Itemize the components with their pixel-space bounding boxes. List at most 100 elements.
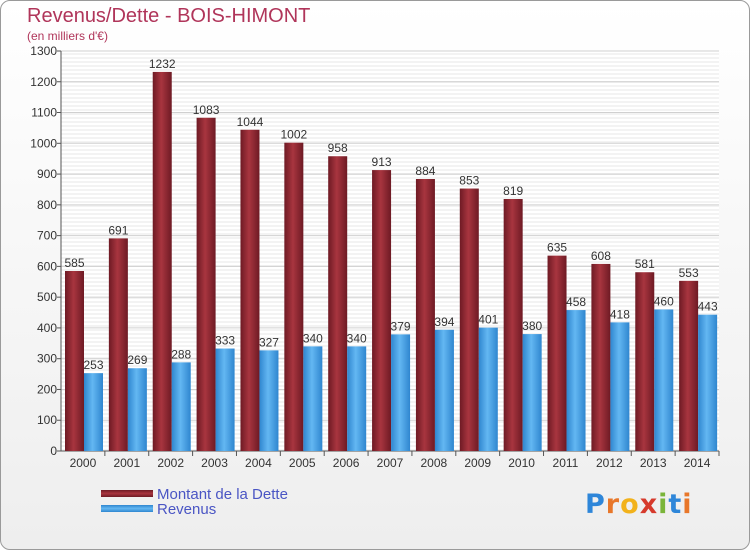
x-tick-label: 2014: [684, 456, 711, 470]
revenus-bar: [84, 373, 103, 451]
debt-bar-label: 884: [415, 164, 435, 178]
debt-bar-label: 581: [635, 257, 655, 271]
revenus-bar-label: 269: [127, 353, 147, 367]
x-tick-label: 2001: [113, 456, 140, 470]
y-tick-label: 100: [37, 413, 57, 427]
revenus-bar-label: 288: [171, 347, 191, 361]
debt-bar-label: 1232: [149, 57, 176, 71]
revenus-bar-label: 401: [478, 313, 498, 327]
debt-bar-label: 1002: [280, 128, 307, 142]
y-tick-label: 1200: [30, 75, 57, 89]
x-tick-label: 2011: [553, 456, 579, 470]
y-tick-label: 700: [37, 229, 57, 243]
debt-bar: [547, 255, 567, 451]
debt-bar-label: 958: [328, 141, 348, 155]
logo-letter: o: [620, 489, 640, 520]
revenus-bar: [654, 309, 674, 451]
x-tick-label: 2000: [70, 456, 97, 470]
revenus-bar: [171, 362, 191, 451]
x-tick-label: 2004: [245, 456, 272, 470]
y-tick-label: 500: [37, 290, 57, 304]
x-tick-label: 2013: [640, 456, 667, 470]
x-tick-label: 2005: [289, 456, 316, 470]
revenus-bar-label: 340: [347, 331, 367, 345]
revenus-bar: [391, 334, 411, 451]
debt-bar: [372, 170, 392, 452]
revenus-bar: [566, 310, 586, 451]
revenus-bar-label: 418: [610, 307, 630, 321]
revenus-bar-label: 340: [303, 331, 323, 345]
debt-bar: [65, 271, 84, 451]
debt-bar: [196, 117, 216, 452]
logo-letter: i: [658, 489, 669, 520]
debt-bar: [415, 179, 435, 451]
debt-bar-label: 635: [547, 241, 567, 255]
y-tick-label: 300: [37, 352, 57, 366]
debt-bar: [108, 238, 128, 451]
y-tick-label: 1300: [30, 44, 57, 58]
x-tick-label: 2002: [157, 456, 184, 470]
debt-bar-label: 585: [64, 256, 84, 270]
y-tick-label: 800: [37, 198, 57, 212]
y-tick-label: 1100: [31, 106, 57, 120]
x-tick-label: 2010: [508, 456, 535, 470]
x-tick-label: 2007: [377, 456, 404, 470]
revenus-bar-label: 333: [215, 334, 235, 348]
y-tick-label: 0: [50, 444, 57, 458]
debt-bar-label: 819: [503, 184, 523, 198]
legend-label-debt: Montant de la Dette: [157, 486, 288, 503]
revenus-bar-label: 379: [391, 319, 411, 333]
revenus-bar-label: 327: [259, 335, 279, 349]
y-tick-label: 400: [37, 321, 57, 335]
revenus-bar: [127, 368, 147, 451]
chart-title: Revenus/Dette - BOIS-HIMONT: [27, 5, 311, 27]
debt-bar-label: 853: [459, 174, 479, 188]
revenus-bar-label: 443: [698, 300, 718, 314]
x-tick-label: 2003: [201, 456, 228, 470]
revenus-bar-label: 253: [83, 358, 103, 372]
debt-bar: [328, 156, 348, 451]
y-tick-label: 600: [37, 259, 57, 273]
revenus-bar-label: 394: [434, 315, 454, 329]
logo-letter: x: [639, 489, 659, 520]
x-tick-label: 2006: [333, 456, 360, 470]
debt-bar: [591, 263, 611, 451]
revenus-bar: [522, 334, 542, 451]
legend-swatch-revenus: [101, 505, 153, 512]
debt-bar-label: 913: [372, 155, 392, 169]
debt-bar: [284, 142, 304, 451]
x-tick-label: 2012: [596, 456, 623, 470]
chart-subtitle: (en milliers d'€): [27, 29, 108, 43]
revenus-bar: [259, 350, 279, 451]
revenus-bar-label: 458: [566, 295, 586, 309]
revenus-bar-label: 380: [522, 319, 542, 333]
debt-bar: [459, 188, 479, 452]
x-tick-label: 2008: [421, 456, 448, 470]
logo-letter: i: [682, 489, 693, 520]
debt-bar: [679, 280, 699, 451]
revenus-bar: [303, 346, 323, 451]
debt-bar: [152, 71, 172, 451]
revenus-bar: [347, 346, 367, 451]
debt-bar-label: 553: [679, 266, 699, 280]
revenus-bar-label: 460: [654, 294, 674, 308]
legend-label-revenus: Revenus: [157, 501, 217, 518]
revenus-bar: [434, 329, 454, 451]
debt-bar-label: 608: [591, 249, 611, 263]
debt-bar: [240, 129, 260, 451]
revenus-bar: [215, 348, 235, 451]
y-tick-label: 200: [37, 382, 57, 396]
y-tick-label: 900: [37, 167, 57, 181]
debt-bar-label: 691: [108, 223, 128, 237]
revenus-bar: [610, 322, 630, 451]
x-tick-label: 2009: [464, 456, 491, 470]
debt-bar-label: 1044: [237, 115, 264, 129]
y-tick-label: 1000: [30, 136, 57, 150]
legend-swatch-debt: [101, 490, 153, 497]
logo-letter: P: [585, 489, 606, 520]
proxiti-logo: Proxiti: [585, 489, 693, 520]
debt-bar-label: 1083: [193, 103, 220, 117]
revenus-bar: [698, 314, 718, 451]
